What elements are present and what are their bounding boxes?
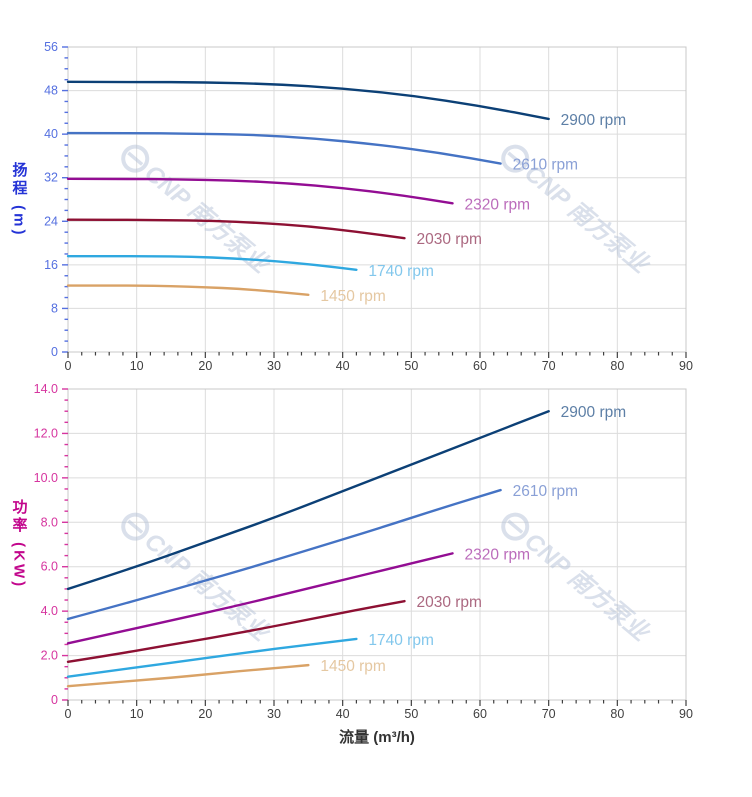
y-tick-label: 14.0 [34, 382, 58, 396]
x-tick-label: 60 [473, 359, 487, 373]
head-chart-curve-2030 [66, 218, 406, 240]
y-tick-label: 8 [51, 301, 58, 315]
y-tick-label: 12.0 [34, 426, 58, 440]
x-tick-label: 20 [198, 707, 212, 721]
x-tick-label: 90 [679, 707, 693, 721]
series-label-2900: 2900 rpm [561, 404, 626, 421]
watermark-text: CNP 南方泵业 [519, 528, 655, 649]
gridlines [68, 389, 686, 700]
head-chart-curve-2610 [66, 131, 502, 165]
y-tick-label: 4.0 [41, 604, 58, 618]
x-ticks [67, 352, 687, 358]
x-tick-label: 80 [610, 707, 624, 721]
power-chart-curve-1450 [66, 663, 310, 688]
power-chart-curve-2320 [66, 552, 454, 645]
power-chart-curve-2900 [66, 410, 550, 591]
x-tick-label: 0 [65, 707, 72, 721]
y-tick-label: 8.0 [41, 515, 58, 529]
head-chart-curve-1450 [66, 284, 310, 297]
y-ticks [62, 46, 68, 353]
y-tick-label: 24 [44, 214, 58, 228]
y-tick-label: 32 [44, 171, 58, 185]
brand-watermark: CNP 南方泵业 [501, 512, 656, 649]
y-tick-label: 48 [44, 84, 58, 98]
x-tick-label: 70 [542, 707, 556, 721]
series-label-1450: 1450 rpm [320, 288, 385, 305]
series-label-1740: 1740 rpm [368, 632, 433, 649]
series-label-2610: 2610 rpm [513, 157, 578, 174]
watermark-logo-icon [121, 512, 150, 541]
series-label-2320: 2320 rpm [465, 546, 530, 563]
y-tick-label: 56 [44, 40, 58, 54]
y-tick-label: 16 [44, 258, 58, 272]
y-tick-label: 40 [44, 127, 58, 141]
power-chart-curve-2030 [66, 599, 406, 663]
y-tick-label: 6.0 [41, 560, 58, 574]
y-ticks [62, 388, 68, 701]
x-tick-label: 50 [404, 359, 418, 373]
watermark-logo-icon [121, 144, 150, 173]
series-label-2320: 2320 rpm [465, 196, 530, 213]
watermark-logo-icon [501, 512, 530, 541]
y-tick-label: 2.0 [41, 649, 58, 663]
head-chart-curve-2320 [66, 177, 454, 205]
x-tick-label: 50 [404, 707, 418, 721]
x-tick-label: 40 [336, 359, 350, 373]
series-label-2900: 2900 rpm [561, 112, 626, 129]
series-label-1740: 1740 rpm [368, 263, 433, 280]
y-tick-label: 0 [51, 345, 58, 359]
x-tick-label: 70 [542, 359, 556, 373]
x-tick-label: 0 [65, 359, 72, 373]
x-tick-label: 10 [130, 359, 144, 373]
head-chart-curve-2900 [66, 80, 550, 121]
power-chart-curve-2610 [66, 488, 502, 621]
x-tick-label: 30 [267, 707, 281, 721]
x-tick-label: 90 [679, 359, 693, 373]
x-tick-label: 60 [473, 707, 487, 721]
x-tick-label: 10 [130, 707, 144, 721]
x-tick-label: 40 [336, 707, 350, 721]
watermark-logo-icon [501, 144, 530, 173]
y-tick-label: 0 [51, 693, 58, 707]
head-chart-curve-1740 [66, 254, 358, 271]
x-ticks [67, 700, 687, 706]
power-chart: CNP 南方泵业 CNP 南方泵业02.04.06.08.010.012.014.… [34, 382, 693, 721]
x-tick-label: 80 [610, 359, 624, 373]
x-tick-label: 20 [198, 359, 212, 373]
series-label-1450: 1450 rpm [320, 658, 385, 675]
series-label-2610: 2610 rpm [513, 483, 578, 500]
x-tick-label: 30 [267, 359, 281, 373]
power-chart-curve-1740 [66, 637, 358, 678]
series-label-2030: 2030 rpm [416, 594, 481, 611]
y-tick-label: 10.0 [34, 471, 58, 485]
series-label-2030: 2030 rpm [416, 231, 481, 248]
